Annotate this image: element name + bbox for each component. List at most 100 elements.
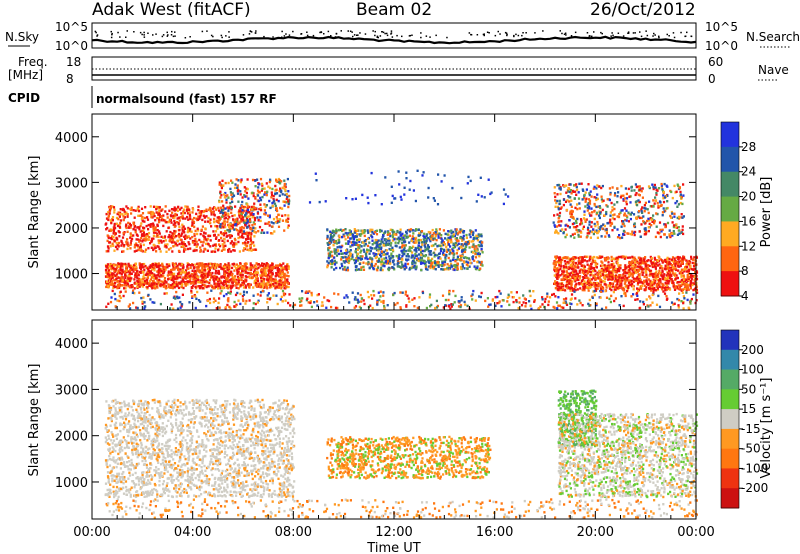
power-cell: [208, 266, 211, 269]
power-cell: [412, 232, 415, 235]
power-cell: [637, 278, 640, 281]
power-cell: [137, 248, 140, 252]
power-cell: [404, 240, 407, 243]
power-cell: [187, 235, 190, 238]
power-cell: [148, 211, 151, 214]
power-cell: [255, 275, 258, 278]
power-cell: [566, 285, 569, 288]
power-cell: [253, 264, 257, 267]
power-cell: [472, 240, 475, 243]
power-cell: [193, 282, 196, 285]
power-cell: [237, 200, 240, 203]
power-cell: [450, 238, 453, 241]
power-cell: [238, 221, 241, 225]
power-cell: [253, 230, 256, 234]
noise-search-point: [263, 35, 265, 38]
power-cell: [123, 270, 127, 273]
power-cell: [257, 186, 260, 189]
power-cell: [645, 279, 648, 282]
power-cell: [465, 243, 468, 246]
power-cell: [270, 277, 273, 280]
power-cell: [287, 267, 290, 270]
power-cell: [128, 264, 131, 267]
power-cell: [164, 205, 167, 208]
power-cell: [191, 281, 194, 284]
power-cell: [624, 274, 627, 278]
power-cell: [437, 262, 440, 265]
power-cell: [572, 273, 575, 277]
power-cell: [170, 273, 173, 276]
power-cell: [672, 285, 675, 288]
power-cell: [187, 218, 190, 221]
power-cell: [197, 270, 201, 273]
power-cell: [189, 264, 192, 267]
power-cell: [641, 267, 644, 271]
power-cell: [378, 257, 381, 261]
power-cell: [181, 279, 184, 282]
power-cell: [252, 286, 255, 289]
power-cell: [400, 261, 403, 264]
power-cell: [576, 278, 579, 281]
power-cell: [592, 282, 595, 285]
power-cell: [180, 285, 183, 289]
power-cell: [461, 263, 464, 266]
power-cell: [266, 231, 269, 234]
power-cell: [117, 269, 120, 272]
power-cell: [227, 209, 230, 212]
power-cell: [181, 215, 184, 218]
power-cell: [272, 194, 275, 198]
power-cell: [238, 278, 241, 281]
power-cell: [245, 209, 248, 213]
power-cell: [270, 196, 273, 199]
power-cell: [245, 212, 248, 215]
power-cell: [428, 238, 431, 241]
power-cell: [340, 245, 343, 249]
power-cell: [271, 225, 274, 228]
power-cell: [356, 255, 359, 258]
power-cell: [678, 284, 681, 287]
power-cell: [377, 239, 380, 242]
power-cell: [434, 248, 437, 251]
power-cell: [197, 262, 200, 266]
power-cell: [689, 272, 692, 276]
power-cell: [591, 267, 594, 270]
power-cell: [419, 248, 422, 251]
power-cell: [645, 281, 648, 284]
power-cell: [150, 276, 153, 279]
power-cell: [454, 237, 457, 240]
power-cell: [126, 230, 129, 233]
power-cell: [228, 230, 231, 233]
power-cell: [341, 252, 344, 255]
noise-search-point: [565, 34, 567, 36]
power-cell: [215, 225, 218, 228]
power-cell: [160, 280, 163, 283]
power-cell: [263, 203, 266, 206]
power-cell: [434, 231, 437, 234]
power-cell: [120, 275, 123, 279]
power-cell: [383, 264, 386, 268]
power-cell: [568, 275, 571, 279]
power-cell: [107, 250, 110, 253]
power-cell: [474, 256, 478, 259]
power-cell: [118, 231, 121, 234]
power-cell: [468, 246, 471, 249]
power-cell: [262, 274, 265, 277]
power-cell: [682, 274, 685, 277]
power-cell: [152, 286, 155, 289]
power-cell: [595, 256, 598, 259]
power-cell: [166, 243, 169, 246]
power-cell: [614, 286, 617, 289]
power-cell: [244, 213, 247, 217]
power-cell: [667, 269, 671, 272]
power-cell: [132, 221, 135, 224]
power-cell: [246, 248, 249, 251]
noise-search-point: [591, 35, 593, 38]
power-cell: [573, 273, 576, 276]
power-cell: [333, 256, 336, 259]
power-cell: [463, 242, 467, 246]
power-cell: [278, 279, 281, 282]
power-cell: [218, 239, 221, 242]
power-cell: [647, 264, 650, 267]
power-cell: [437, 244, 440, 247]
power-cell: [479, 263, 483, 266]
